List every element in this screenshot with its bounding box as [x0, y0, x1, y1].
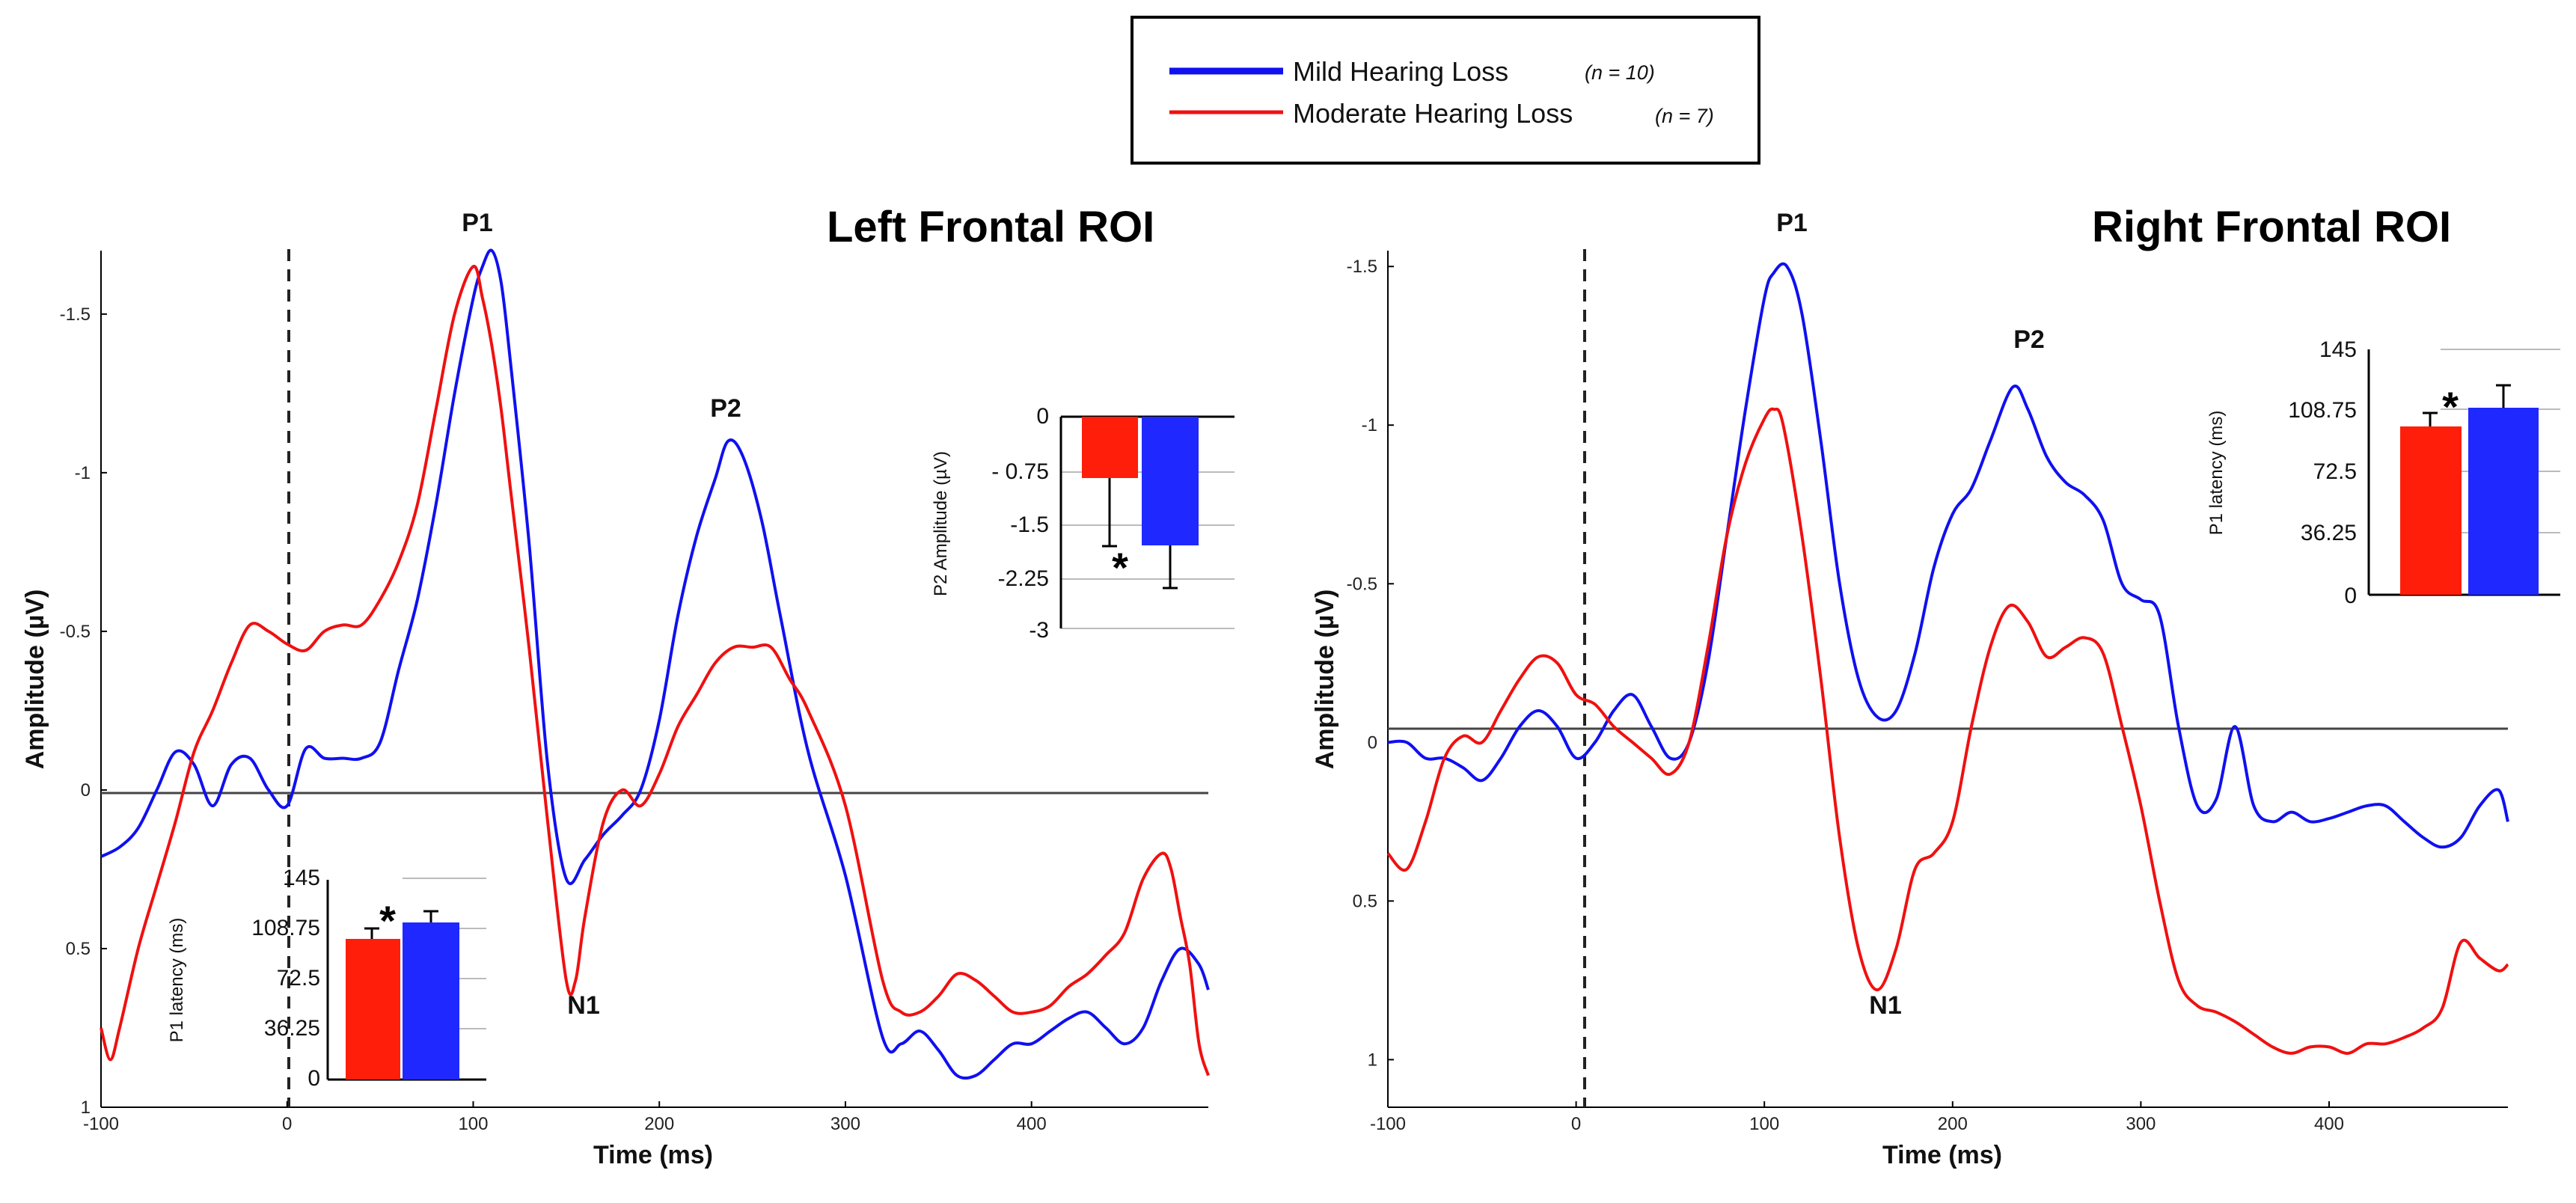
left-x-tick-label: 300	[830, 1114, 860, 1134]
left-p2-inset-tick: -1.5	[1010, 512, 1049, 537]
left-y-axis-title: Amplitude (µV)	[21, 590, 49, 770]
left-y-tick-label: 1	[81, 1098, 91, 1118]
left-y-tick-label: 0.5	[66, 939, 91, 959]
right-x-tick-label: 100	[1749, 1114, 1779, 1134]
left-p1-bar-mild	[403, 922, 459, 1080]
legend-n-mild: (n = 10)	[1585, 61, 1655, 84]
left-peak-label-p2: P2	[710, 394, 741, 423]
legend-label-moderate: Moderate Hearing Loss	[1293, 98, 1573, 129]
left-y-tick-label: -1.5	[60, 304, 91, 325]
legend-box	[1131, 16, 1760, 165]
left-p2-inset-ylabel: P2 Amplitude (µV)	[931, 451, 951, 596]
right-series-mild-line	[1387, 262, 2509, 849]
left-x-tick-label: 100	[458, 1114, 488, 1134]
left-p2-bar-moderate	[1082, 417, 1138, 478]
right-p1-inset-tick: 36.25	[2301, 521, 2357, 545]
left-x-tick-label: 200	[644, 1114, 674, 1134]
right-y-tick-label: -1	[1362, 415, 1377, 435]
left-p1-inset-tick: 108.75	[251, 916, 320, 940]
right-x-tick-label: 300	[2126, 1114, 2156, 1134]
left-series-mild-line	[100, 248, 1210, 1080]
right-p1-inset-tick: 72.5	[2313, 459, 2357, 484]
right-peak-label-p2: P2	[2013, 325, 2045, 354]
right-y-tick-label: -0.5	[1347, 574, 1377, 594]
left-chart-title: Left Frontal ROI	[827, 203, 1154, 251]
left-p1-bar-moderate	[346, 939, 400, 1080]
left-inset-p1-latency: 145 108.75 72.5 36.25 0 P1 latency (ms) …	[167, 866, 486, 1091]
right-chart-title: Right Frontal ROI	[2092, 203, 2451, 251]
right-x-axis-title: Time (ms)	[1882, 1141, 2002, 1169]
right-p1-inset-tick: 108.75	[2288, 398, 2357, 423]
legend: Mild Hearing Loss (n = 10) Moderate Hear…	[1131, 16, 1760, 165]
legend-label-mild: Mild Hearing Loss	[1293, 56, 1508, 87]
left-y-tick-label: 0	[81, 780, 91, 801]
right-series-moderate-line	[1386, 407, 2509, 1055]
right-x-tick-label: 0	[1571, 1114, 1581, 1134]
left-x-tick-label: 400	[1017, 1114, 1047, 1134]
left-y-tick-label: -1	[75, 463, 91, 483]
right-frontal-chart: Right Frontal ROI -1.5-1-0.500.51 -100 0 1…	[1311, 203, 2563, 1169]
right-y-tick-label: 0.5	[1353, 891, 1377, 911]
left-x-tick-label: -100	[83, 1114, 119, 1134]
left-p2-inset-tick: -2.25	[998, 566, 1049, 591]
left-frontal-chart: Left Frontal ROI -1.5 -1 -0.5 0 0.5 1 -100 0 10…	[21, 203, 1235, 1169]
left-p1-inset-tick: 36.25	[264, 1016, 320, 1041]
right-y-tick-label: -1.5	[1347, 257, 1377, 277]
left-y-tick-label: -0.5	[60, 622, 91, 642]
right-y-tick-label: 1	[1368, 1050, 1377, 1070]
left-series-moderate-line	[100, 265, 1210, 1077]
left-peak-label-n1: N1	[567, 991, 599, 1020]
left-x-tick-label: 0	[282, 1114, 292, 1134]
right-p1-inset-ylabel: P1 latency (ms)	[2206, 411, 2227, 536]
right-p1-inset-tick: 0	[2344, 584, 2357, 608]
right-inset-p1-latency: 145 108.75 72.5 36.25 0 P1 latency (ms) …	[2206, 337, 2563, 608]
right-peak-label-p1: P1	[1776, 209, 1808, 237]
right-x-tick-label: 200	[1938, 1114, 1968, 1134]
left-p1-inset-tick: 0	[308, 1066, 320, 1091]
right-x-tick-label: 400	[2314, 1114, 2344, 1134]
right-y-axis-title: Amplitude (µV)	[1311, 590, 1339, 770]
left-p1-inset-tick: 72.5	[277, 966, 320, 991]
right-p1-bar-moderate	[2400, 426, 2462, 595]
left-inset-p2-amplitude: 0 - 0.75 -1.5 -2.25 -3 P2 Amplitude (µV)…	[931, 404, 1235, 643]
left-p2-inset-tick: - 0.75	[991, 459, 1049, 484]
left-p2-significance: *	[1112, 544, 1128, 591]
left-p2-inset-tick: 0	[1036, 404, 1049, 429]
right-p1-bar-mild	[2468, 408, 2539, 595]
right-x-tick-label: -100	[1370, 1114, 1406, 1134]
left-peak-label-p1: P1	[462, 209, 493, 237]
left-p2-inset-tick: -3	[1029, 618, 1049, 643]
right-y-tick-label: 0	[1368, 732, 1377, 753]
left-p1-inset-tick: 145	[283, 866, 320, 890]
left-p2-bar-mild	[1142, 417, 1199, 545]
left-p1-significance: *	[379, 897, 396, 944]
right-peak-label-n1: N1	[1869, 991, 1901, 1020]
left-p1-inset-ylabel: P1 latency (ms)	[167, 918, 187, 1043]
legend-n-moderate: (n = 7)	[1655, 105, 1714, 127]
left-x-axis-title: Time (ms)	[593, 1141, 713, 1169]
right-p1-inset-tick: 145	[2319, 337, 2357, 362]
right-p1-significance: *	[2442, 383, 2459, 430]
